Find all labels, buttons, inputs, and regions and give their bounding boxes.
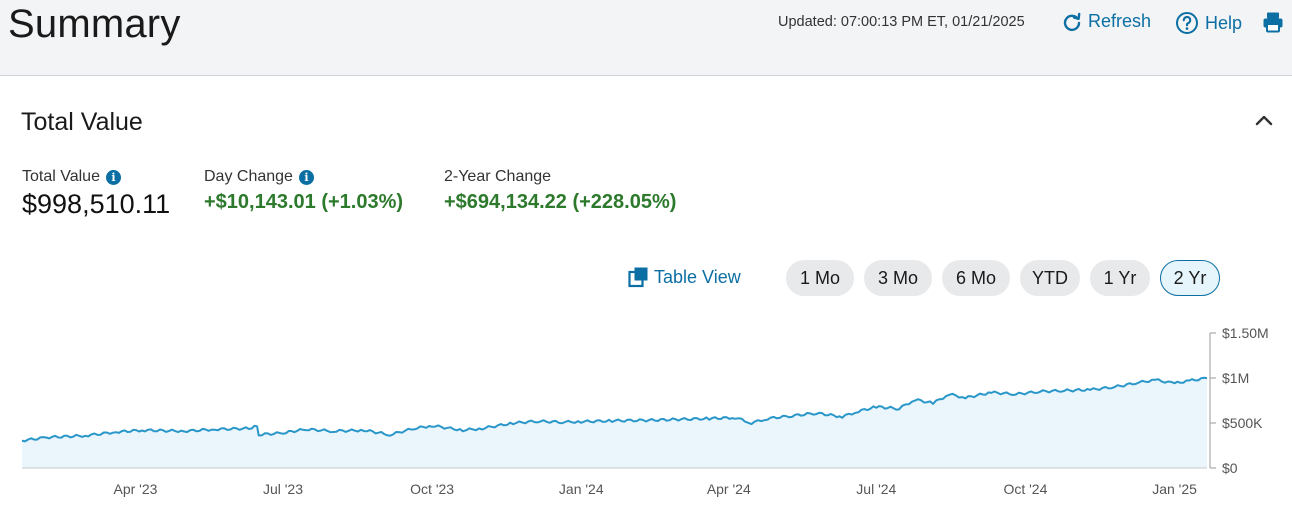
table-view-icon	[628, 267, 648, 288]
metric-two-year-change: 2-Year Change +$694,134.22 (+228.05%)	[444, 168, 676, 214]
y-tick-label: $500K	[1222, 415, 1263, 431]
print-button[interactable]	[1262, 11, 1284, 38]
metric-day-change: Day Change i +$10,143.01 (+1.03%)	[204, 168, 403, 214]
help-button[interactable]: Help	[1175, 11, 1242, 35]
metric-label: Total Value	[22, 168, 100, 185]
range-1mo-button[interactable]: 1 Mo	[786, 260, 854, 296]
x-axis: Apr '23 Jul '23 Oct '23 Jan '24 Apr '24 Jul '…	[114, 481, 1198, 497]
x-tick-label: Jul '24	[856, 481, 896, 497]
metric-label: 2-Year Change	[444, 168, 552, 185]
chart-area	[21, 376, 1208, 469]
x-tick-label: Jan '25	[1152, 481, 1197, 497]
metric-total-value: Total Value i $998,510.11	[22, 168, 170, 220]
y-tick-label: $1.50M	[1222, 325, 1269, 341]
range-1yr-button[interactable]: 1 Yr	[1090, 260, 1150, 296]
y-axis: $1.50M $1M $500K $0	[1209, 325, 1269, 476]
metric-value: +$10,143.01 (+1.03%)	[204, 191, 404, 213]
refresh-label: Refresh	[1088, 11, 1152, 31]
range-2yr-button[interactable]: 2 Yr	[1160, 260, 1220, 296]
table-view-button[interactable]: Table View	[628, 266, 741, 288]
help-icon	[1176, 12, 1198, 34]
updated-timestamp: Updated: 07:00:13 PM ET, 01/21/2025	[778, 14, 1025, 30]
refresh-button[interactable]: Refresh	[1062, 11, 1151, 32]
info-icon[interactable]: i	[105, 169, 121, 185]
y-tick-label: $0	[1222, 460, 1238, 476]
x-tick-label: Jul '23	[263, 481, 303, 497]
x-tick-label: Oct '24	[1003, 481, 1047, 497]
help-label: Help	[1205, 12, 1243, 33]
y-tick-label: $1M	[1222, 370, 1249, 386]
x-tick-label: Jan '24	[559, 481, 604, 497]
page-header: Summary Updated: 07:00:13 PM ET, 01/21/2…	[0, 0, 1292, 76]
x-tick-label: Apr '24	[707, 481, 751, 497]
refresh-icon	[1063, 12, 1081, 31]
x-tick-label: Oct '23	[410, 481, 454, 497]
collapse-button[interactable]	[1252, 108, 1276, 137]
metric-value: $998,510.11	[22, 189, 171, 219]
table-view-label: Table View	[654, 266, 741, 287]
range-6mo-button[interactable]: 6 Mo	[942, 260, 1010, 296]
area-fill	[22, 377, 1207, 468]
section-title: Total Value	[21, 108, 143, 136]
x-tick-label: Apr '23	[114, 481, 158, 497]
value-chart: $1.50M $1M $500K $0 Apr '23 Jul '23 Oct '23 Ja…	[21, 325, 1269, 497]
range-3mo-button[interactable]: 3 Mo	[864, 260, 932, 296]
printer-icon	[1263, 12, 1283, 33]
page-title: Summary	[8, 2, 181, 46]
info-icon[interactable]: i	[298, 169, 314, 185]
metric-label: Day Change	[204, 168, 293, 185]
metric-value: +$694,134.22 (+228.05%)	[444, 191, 677, 213]
chevron-up-icon	[1255, 115, 1273, 126]
series-line	[21, 376, 1208, 443]
range-ytd-button[interactable]: YTD	[1020, 260, 1080, 296]
